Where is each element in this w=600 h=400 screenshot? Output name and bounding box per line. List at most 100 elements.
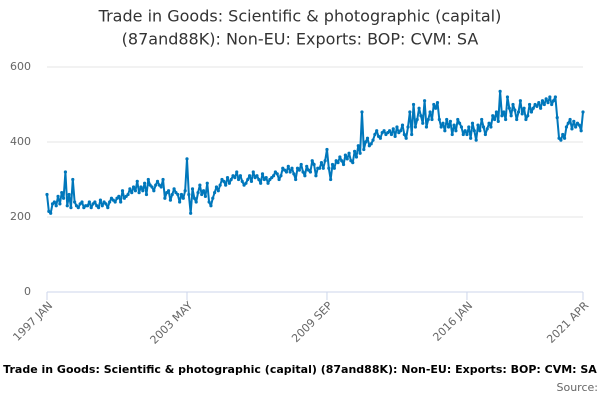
point	[483, 132, 487, 137]
point	[426, 117, 430, 122]
point	[424, 125, 429, 129]
x-axis-title: Trade in Goods: Scientific & photographi…	[3, 363, 597, 376]
point	[375, 129, 379, 133]
point	[45, 192, 49, 197]
point	[551, 99, 556, 103]
point	[194, 200, 198, 204]
point	[568, 117, 572, 122]
point	[152, 189, 156, 193]
y-tick-label: 400	[10, 135, 31, 148]
point	[308, 170, 312, 174]
point	[183, 189, 187, 193]
point	[505, 95, 510, 99]
point	[566, 121, 570, 125]
point	[89, 206, 93, 210]
point	[341, 162, 346, 167]
y-tick-label: 200	[10, 210, 31, 223]
point	[168, 198, 173, 202]
point	[489, 125, 493, 129]
point	[494, 110, 499, 114]
source: Source:	[557, 381, 599, 394]
point	[297, 168, 301, 172]
point	[345, 157, 349, 161]
point	[476, 123, 480, 127]
point	[172, 187, 176, 191]
x-tick-label: 2016 JAN	[430, 299, 475, 344]
point	[351, 161, 355, 165]
point	[235, 170, 239, 174]
point	[470, 121, 475, 125]
point	[336, 161, 340, 165]
point	[238, 174, 243, 178]
point	[485, 127, 489, 131]
point	[428, 110, 432, 114]
point	[159, 185, 163, 189]
point	[54, 204, 58, 208]
point	[559, 138, 563, 142]
point	[513, 108, 517, 112]
point	[570, 127, 574, 131]
point	[577, 123, 581, 127]
point	[259, 181, 263, 185]
point	[161, 177, 165, 182]
point	[301, 170, 305, 174]
point	[535, 104, 539, 108]
point	[448, 119, 452, 123]
point	[279, 174, 283, 178]
point	[187, 192, 191, 197]
point	[459, 125, 464, 129]
point	[524, 117, 528, 122]
point	[60, 191, 64, 195]
point	[515, 117, 519, 122]
y-tick-label: 0	[24, 285, 31, 298]
point	[209, 204, 213, 208]
point	[257, 177, 261, 182]
point	[63, 170, 68, 174]
point	[382, 129, 386, 133]
point	[126, 192, 130, 197]
point	[340, 159, 344, 163]
point	[318, 166, 322, 170]
point	[369, 142, 373, 146]
point	[463, 129, 467, 133]
point	[286, 164, 290, 168]
point	[393, 134, 397, 138]
point	[529, 110, 534, 114]
point	[288, 170, 292, 174]
point	[353, 149, 357, 153]
point	[143, 181, 147, 185]
point	[303, 174, 307, 178]
point	[415, 117, 419, 122]
point	[474, 138, 478, 142]
point	[266, 181, 270, 185]
point	[561, 132, 565, 137]
point	[203, 194, 208, 198]
point	[76, 206, 80, 210]
point	[539, 106, 543, 110]
point	[387, 129, 392, 133]
point	[139, 185, 143, 189]
point	[323, 159, 327, 163]
point	[472, 129, 476, 133]
point	[421, 121, 425, 125]
point	[404, 136, 408, 140]
point	[507, 106, 511, 110]
point	[516, 110, 521, 114]
point	[155, 179, 160, 183]
point	[531, 106, 535, 110]
x-tick-label: 1997 JAN	[10, 299, 55, 344]
point	[553, 95, 557, 99]
point	[457, 121, 462, 125]
point	[314, 174, 318, 178]
point	[113, 200, 117, 204]
point	[67, 192, 71, 197]
point	[98, 198, 103, 202]
point	[214, 185, 219, 189]
point	[108, 200, 112, 204]
point	[469, 136, 473, 140]
point	[371, 138, 375, 142]
point	[395, 125, 399, 129]
point	[271, 174, 276, 178]
point	[325, 147, 329, 152]
point	[522, 106, 526, 110]
